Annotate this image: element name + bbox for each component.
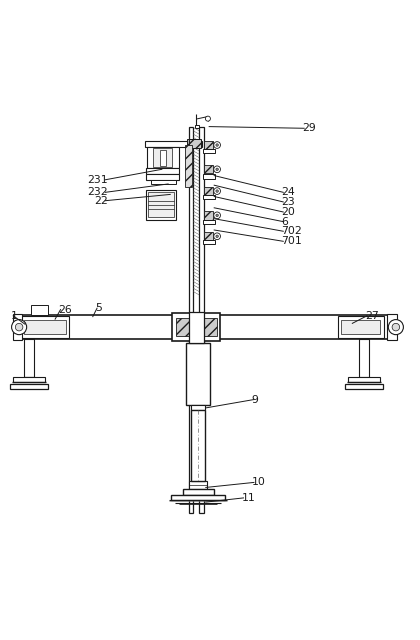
Bar (151, 180, 176, 184)
Bar (17, 315, 390, 339)
Circle shape (392, 323, 400, 331)
Bar (146, 168, 179, 174)
Text: 231: 231 (87, 175, 108, 185)
Bar (189, 127, 193, 513)
Bar (13, 377, 45, 382)
Text: 701: 701 (281, 236, 302, 246)
Circle shape (214, 166, 220, 173)
Bar (341, 320, 381, 334)
Circle shape (214, 212, 220, 219)
Bar (13, 314, 22, 340)
Bar (191, 405, 205, 410)
Circle shape (216, 190, 218, 193)
Bar (147, 147, 178, 168)
Text: 5: 5 (95, 303, 102, 313)
Circle shape (214, 188, 220, 195)
Bar (204, 211, 213, 220)
Bar (172, 313, 220, 341)
Bar (345, 383, 383, 390)
Bar (359, 339, 369, 377)
Bar (187, 139, 198, 148)
Bar (348, 377, 380, 382)
Bar (203, 220, 215, 224)
Bar (10, 383, 48, 390)
Circle shape (205, 116, 210, 121)
Bar (203, 149, 215, 154)
Text: 27: 27 (365, 311, 379, 321)
Bar (31, 305, 48, 315)
Text: 23: 23 (281, 197, 295, 207)
Bar (387, 314, 397, 340)
Circle shape (216, 235, 218, 237)
Bar (203, 174, 215, 179)
Bar (204, 232, 213, 241)
Circle shape (216, 214, 218, 216)
Bar (145, 141, 202, 147)
Bar (203, 195, 215, 200)
Text: 22: 22 (94, 196, 108, 205)
Bar (204, 187, 213, 195)
Text: 29: 29 (302, 124, 316, 133)
Circle shape (216, 144, 218, 147)
Bar (185, 145, 192, 187)
Text: 20: 20 (281, 207, 295, 217)
Circle shape (388, 319, 403, 335)
Bar (153, 148, 172, 167)
Text: 232: 232 (87, 188, 108, 197)
Bar (194, 125, 199, 128)
Bar (24, 320, 66, 334)
Text: 26: 26 (58, 305, 72, 314)
Bar (204, 141, 213, 149)
Bar (199, 127, 204, 513)
Bar (24, 339, 34, 377)
Text: 702: 702 (281, 227, 302, 236)
Bar (204, 165, 213, 173)
Text: 24: 24 (281, 188, 295, 197)
Bar (203, 239, 215, 244)
Circle shape (12, 319, 26, 335)
Circle shape (16, 323, 23, 331)
Bar (160, 150, 166, 166)
Bar (189, 139, 201, 148)
Bar (186, 344, 210, 405)
Bar (189, 481, 207, 489)
Text: 9: 9 (252, 394, 259, 404)
Text: 6: 6 (281, 216, 288, 227)
Bar (176, 318, 217, 336)
Bar (146, 190, 176, 220)
Bar (148, 193, 173, 218)
Bar (189, 312, 204, 342)
Circle shape (216, 168, 218, 170)
Circle shape (214, 141, 220, 148)
Bar (191, 410, 205, 481)
Bar (171, 495, 226, 500)
Bar (146, 174, 179, 180)
Text: 1: 1 (11, 311, 18, 321)
Bar (183, 489, 214, 495)
Text: 10: 10 (252, 477, 266, 488)
Bar (338, 316, 384, 339)
Circle shape (214, 233, 220, 239)
Bar (21, 316, 69, 339)
Text: 11: 11 (241, 493, 255, 503)
